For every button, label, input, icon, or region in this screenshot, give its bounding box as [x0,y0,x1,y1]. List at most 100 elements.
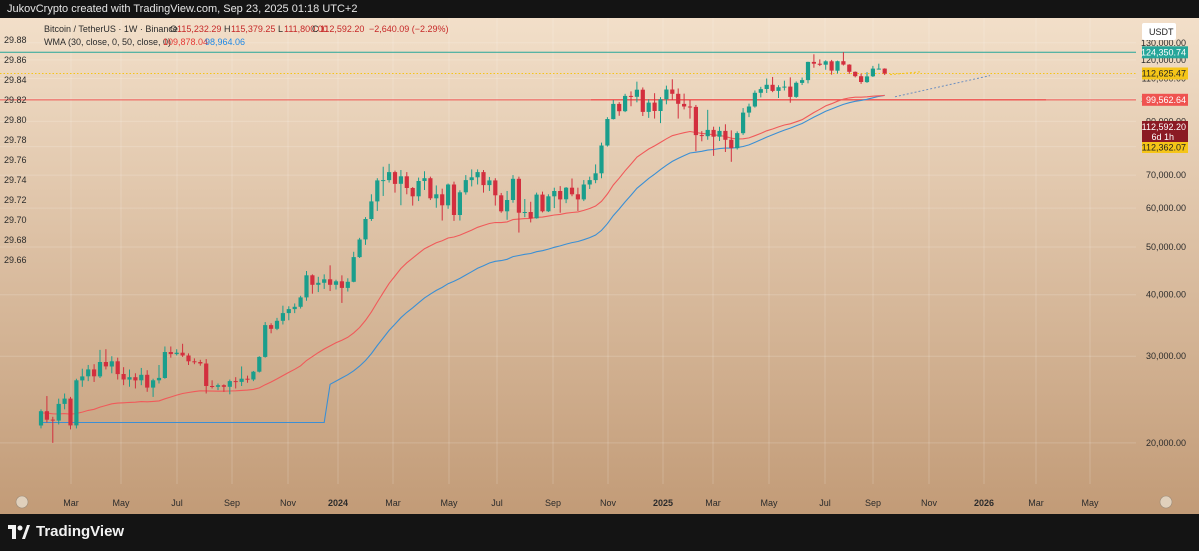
candle[interactable] [103,349,108,370]
candle[interactable] [676,88,681,119]
candle[interactable] [646,99,651,118]
candle[interactable] [528,201,533,223]
candle[interactable] [752,90,757,108]
candle[interactable] [522,199,527,218]
candle[interactable] [174,349,179,356]
candle[interactable] [162,346,167,379]
candle[interactable] [392,170,398,193]
candle[interactable] [215,383,221,391]
candle[interactable] [363,217,368,245]
candle[interactable] [658,97,663,124]
price-scale-unit-button[interactable]: USDT [1142,23,1176,40]
timezone-button[interactable] [15,495,29,509]
candle[interactable] [292,303,297,314]
candle[interactable] [876,63,881,70]
candle[interactable] [263,322,268,358]
candle[interactable] [186,353,191,365]
candle[interactable] [357,237,362,259]
candle[interactable] [86,364,91,382]
candle[interactable] [375,178,380,211]
candle[interactable] [463,175,468,195]
candle[interactable] [510,175,516,203]
candle[interactable] [534,192,539,219]
candle[interactable] [564,187,569,204]
candle[interactable] [611,99,616,120]
candle[interactable] [210,380,215,389]
candle[interactable] [428,176,433,201]
candle[interactable] [776,85,781,99]
candle[interactable] [257,356,262,373]
candle[interactable] [605,117,610,147]
time-axis[interactable]: Mar May Jul Sep Nov 2024 Mar May Jul Sep Nov 2025 Ma… [63,498,1099,508]
candle[interactable] [682,93,687,110]
candle[interactable] [286,306,291,321]
candle[interactable] [505,190,510,220]
candle[interactable] [770,76,775,93]
candle[interactable] [569,178,575,197]
candle[interactable] [617,102,622,116]
candle[interactable] [499,192,504,213]
candle[interactable] [322,274,327,289]
candle[interactable] [50,416,55,443]
tradingview-logo[interactable]: TradingView [8,523,124,540]
candle[interactable] [156,364,162,384]
candle[interactable] [800,77,805,86]
candle[interactable] [44,396,49,423]
trendline-extension[interactable] [894,75,991,98]
candle[interactable] [746,103,752,118]
candle[interactable] [398,169,403,206]
candle[interactable] [540,191,545,213]
candle[interactable] [298,295,303,309]
candle[interactable] [705,109,710,140]
candle[interactable] [74,378,79,429]
candle[interactable] [811,54,816,68]
candle[interactable] [699,131,704,142]
candle[interactable] [434,185,439,208]
candle[interactable] [481,169,486,193]
candle[interactable] [381,166,386,196]
candle[interactable] [387,163,392,183]
candle[interactable] [56,398,61,425]
candle[interactable] [587,176,592,189]
candle[interactable] [369,194,374,221]
candle[interactable] [835,60,840,74]
candle[interactable] [280,305,285,325]
candle[interactable] [758,86,763,98]
candle[interactable] [145,370,150,392]
candle[interactable] [38,409,44,429]
candle[interactable] [711,126,716,156]
candle[interactable] [817,59,822,67]
candle[interactable] [92,364,97,382]
candle[interactable] [151,378,156,397]
candle[interactable] [251,370,256,382]
candle[interactable] [404,172,409,195]
candle[interactable] [782,80,787,91]
candle[interactable] [847,64,852,74]
candle[interactable] [599,142,604,179]
candle[interactable] [227,379,232,395]
candle[interactable] [664,85,669,105]
candle[interactable] [493,178,498,206]
candle[interactable] [410,187,415,206]
candle[interactable] [870,65,875,77]
candle[interactable] [245,375,250,383]
candle[interactable] [794,81,799,98]
candle[interactable] [764,78,769,93]
candle[interactable] [634,81,639,103]
candle[interactable] [457,190,462,221]
candle[interactable] [133,373,138,389]
candle[interactable] [198,359,203,366]
candle[interactable] [652,93,657,119]
candle[interactable] [882,68,887,76]
candle[interactable] [741,108,746,135]
candle[interactable] [109,356,114,374]
right-price-axis[interactable]: 20,000.00 30,000.00 40,000.00 50,000.00 60,0… [1141,38,1188,448]
auto-scale-button[interactable] [1159,495,1173,509]
candle[interactable] [446,183,451,209]
candle[interactable] [422,171,427,190]
candle[interactable] [628,91,634,107]
candle[interactable] [670,79,675,100]
candle[interactable] [97,349,103,378]
candle[interactable] [115,357,120,380]
candle[interactable] [339,275,344,303]
